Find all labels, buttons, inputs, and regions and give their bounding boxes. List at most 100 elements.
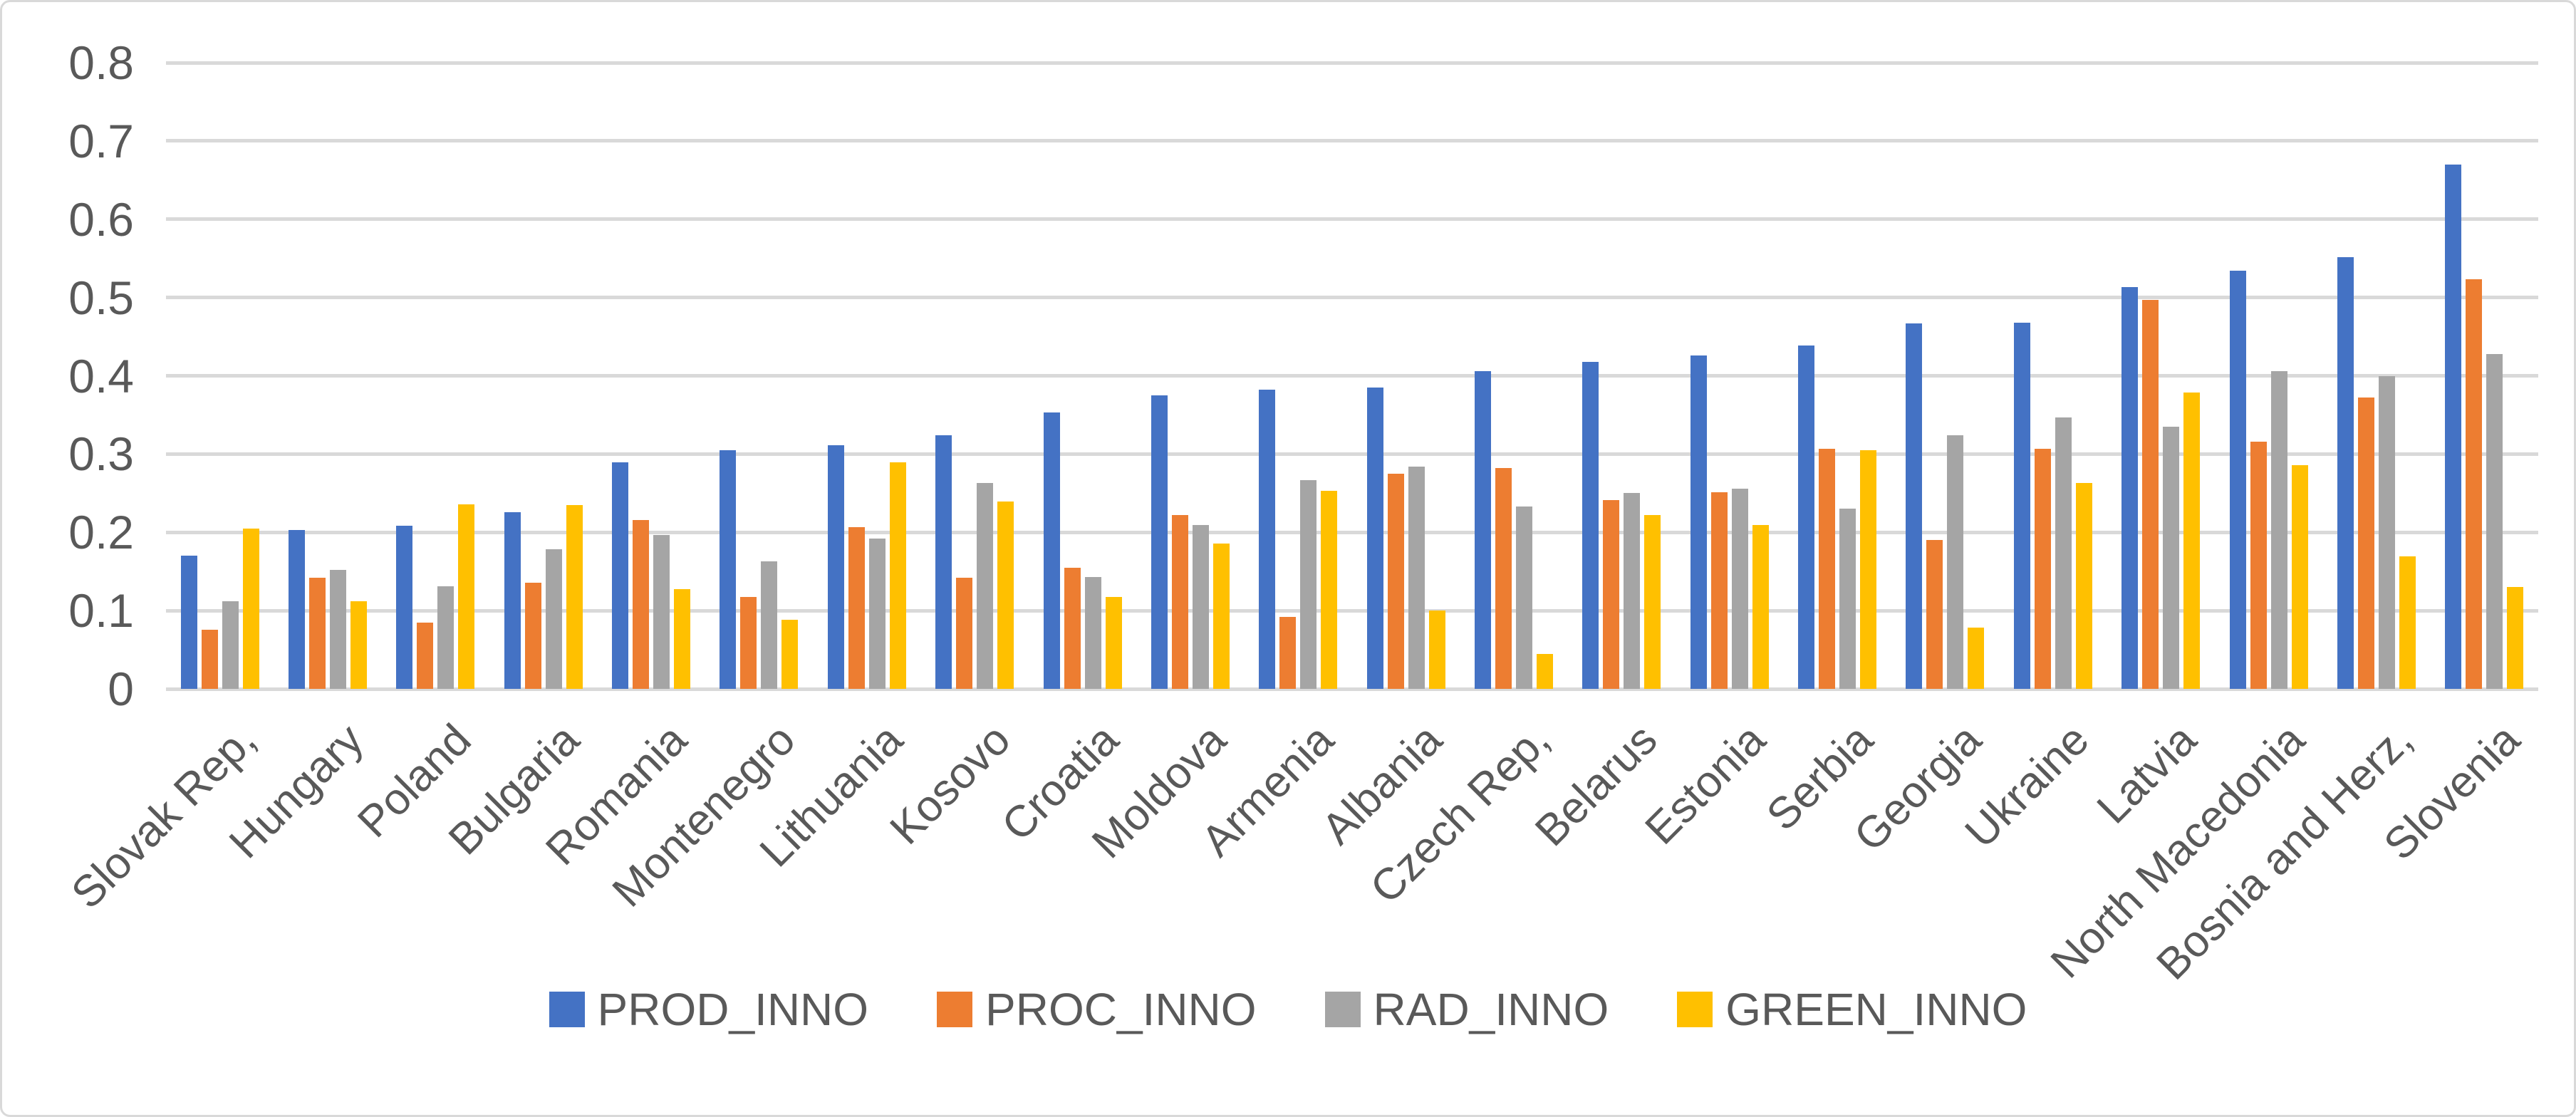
bar-group (2322, 63, 2430, 689)
y-axis-label: 0.4 (68, 349, 134, 402)
legend-swatch-icon (1677, 992, 1713, 1027)
bar-PROD_INNO (827, 445, 844, 689)
bar-PROC_INNO (956, 577, 973, 689)
legend-item-PROC_INNO: PROC_INNO (937, 987, 1257, 1032)
bar-RAD_INNO (1192, 525, 1209, 689)
bar-GREEN_INNO (458, 504, 475, 689)
bar-PROC_INNO (1495, 468, 1512, 689)
bar-PROD_INNO (2445, 164, 2462, 689)
bar-PROD_INNO (1259, 390, 1276, 689)
legend-item-PROD_INNO: PROD_INNO (549, 984, 869, 1035)
bar-RAD_INNO (2163, 426, 2180, 689)
bar-RAD_INNO (1947, 435, 1964, 689)
bar-PROD_INNO (1475, 370, 1492, 689)
bar-group (1783, 63, 1891, 689)
legend-label: PROC_INNO (985, 984, 1257, 1035)
bar-PROC_INNO (2142, 299, 2159, 689)
bar-PROD_INNO (1798, 345, 1815, 689)
bar-PROC_INNO (2357, 398, 2374, 689)
bar-PROD_INNO (720, 450, 737, 689)
bar-group (1568, 63, 1676, 689)
bar-PROD_INNO (2121, 287, 2139, 689)
bar-RAD_INNO (1731, 488, 1748, 689)
legend-label: PROD_INNO (597, 984, 869, 1035)
bar-group (2107, 63, 2215, 689)
bar-GREEN_INNO (1212, 543, 1230, 689)
gridline (166, 687, 2538, 691)
bar-PROC_INNO (309, 577, 326, 689)
bar-GREEN_INNO (566, 504, 583, 689)
bar-PROC_INNO (2250, 441, 2267, 689)
bar-PROD_INNO (180, 556, 197, 689)
y-axis-label: 0.5 (68, 271, 134, 324)
bar-group (1352, 63, 1460, 689)
bar-PROC_INNO (524, 582, 541, 689)
bar-GREEN_INNO (350, 601, 368, 689)
bar-PROD_INNO (289, 529, 306, 689)
bar-group (705, 63, 813, 689)
gridline (166, 217, 2538, 222)
bar-GREEN_INNO (1321, 491, 1338, 689)
legend-swatch-icon (937, 992, 973, 1027)
y-axis-label: 0.8 (68, 36, 134, 89)
y-axis-label: 0.6 (68, 192, 134, 246)
bar-group (2215, 63, 2322, 689)
bar-GREEN_INNO (2291, 464, 2308, 689)
bar-RAD_INNO (2486, 353, 2503, 689)
bar-RAD_INNO (1839, 509, 1856, 689)
bar-GREEN_INNO (1105, 597, 1122, 689)
bar-group (1245, 63, 1352, 689)
y-axis-label: 0.7 (68, 114, 134, 167)
bar-RAD_INNO (2055, 417, 2072, 689)
bar-PROC_INNO (740, 597, 757, 689)
legend-swatch-icon (549, 992, 585, 1027)
bar-group (1460, 63, 1567, 689)
bar-RAD_INNO (1084, 576, 1101, 689)
bar-group (597, 63, 705, 689)
chart-legend: PROD_INNO PROC_INNO RAD_INNO GREEN_INNO (2, 987, 2574, 1032)
bar-PROC_INNO (848, 526, 865, 689)
bar-PROC_INNO (1603, 500, 1620, 689)
bar-group (2431, 63, 2538, 689)
y-axis-label: 0.1 (68, 584, 134, 638)
legend-item-RAD_INNO: RAD_INNO (1324, 987, 1609, 1032)
gridline (166, 530, 2538, 534)
bar-group (1029, 63, 1136, 689)
x-axis-label: Belarus (1526, 715, 1667, 856)
bar-group (1676, 63, 1783, 689)
gridline (166, 374, 2538, 378)
bar-GREEN_INNO (781, 620, 799, 689)
bar-group (489, 63, 597, 689)
bar-RAD_INNO (2378, 375, 2395, 689)
gridline (166, 61, 2538, 65)
bar-GREEN_INNO (997, 502, 1014, 689)
bar-PROC_INNO (1710, 492, 1728, 689)
bar-PROD_INNO (504, 511, 521, 689)
bar-GREEN_INNO (889, 462, 906, 689)
bar-PROD_INNO (2337, 256, 2354, 689)
bar-PROD_INNO (1151, 395, 1168, 689)
bar-RAD_INNO (1516, 506, 1533, 689)
gridline (166, 452, 2538, 456)
x-axis-label: Estonia (1636, 715, 1775, 854)
bar-GREEN_INNO (1860, 450, 1877, 689)
bar-GREEN_INNO (1968, 628, 1985, 689)
x-axis-label: Kosovo (881, 715, 1020, 854)
bar-PROD_INNO (935, 435, 952, 689)
bar-group (274, 63, 381, 689)
bar-GREEN_INNO (1428, 611, 1445, 689)
bar-PROD_INNO (1906, 323, 1923, 689)
bar-PROD_INNO (2229, 271, 2246, 689)
bar-PROC_INNO (1171, 515, 1188, 689)
bar-PROC_INNO (1064, 567, 1081, 689)
bar-PROC_INNO (2034, 448, 2051, 689)
bar-GREEN_INNO (2183, 392, 2201, 689)
bar-RAD_INNO (868, 539, 886, 689)
y-axis-label: 0.2 (68, 506, 134, 559)
bar-GREEN_INNO (2399, 556, 2416, 689)
bar-group (813, 63, 920, 689)
bar-group (166, 63, 274, 689)
bar-RAD_INNO (545, 549, 562, 689)
bar-PROC_INNO (417, 622, 434, 689)
bar-group (1136, 63, 1244, 689)
